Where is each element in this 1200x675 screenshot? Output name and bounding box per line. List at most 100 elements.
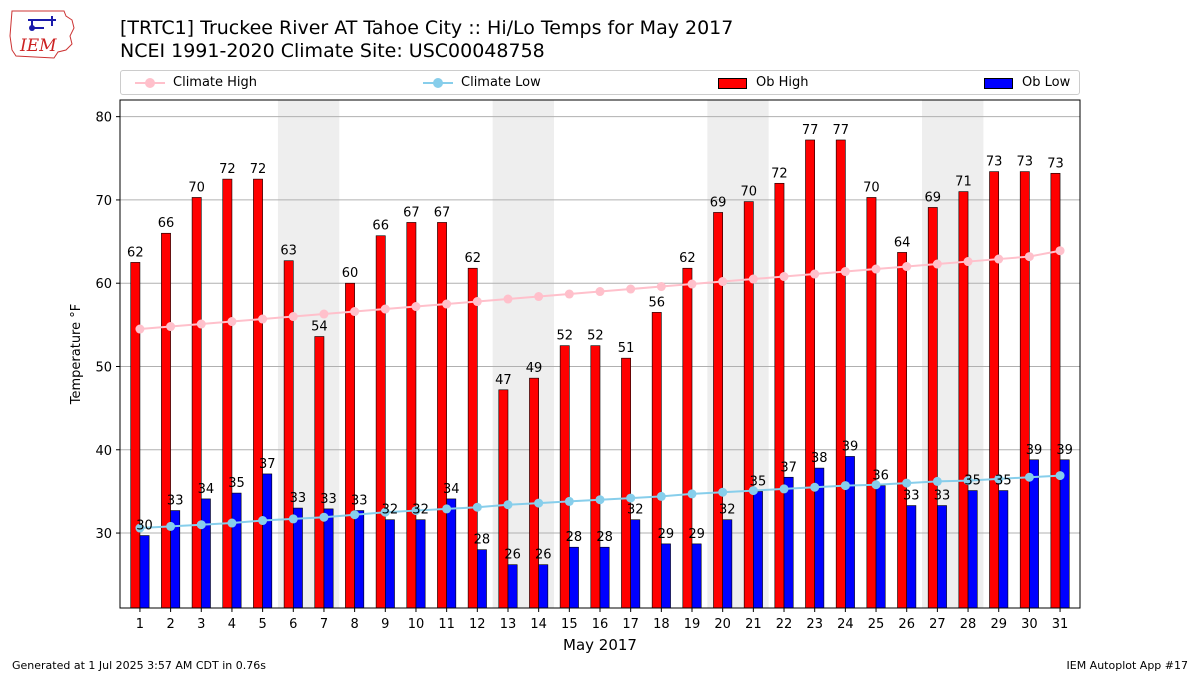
x-tick-label: 6 bbox=[289, 617, 297, 632]
climate-low-point bbox=[319, 512, 329, 522]
ob-low-bar bbox=[262, 473, 273, 609]
climate-high-point bbox=[748, 274, 758, 284]
x-axis-label: May 2017 bbox=[563, 636, 637, 654]
ob-low-bar bbox=[783, 476, 794, 609]
y-tick-label: 40 bbox=[95, 444, 112, 459]
ob-low-label: 37 bbox=[780, 460, 797, 475]
x-tick-label: 28 bbox=[960, 617, 977, 632]
climate-high-point bbox=[319, 309, 329, 319]
ob-low-bar bbox=[691, 543, 702, 609]
ob-high-bar bbox=[866, 197, 877, 609]
climate-low-point bbox=[534, 498, 544, 508]
climate-low-point bbox=[503, 500, 513, 510]
ob-high-bar bbox=[253, 178, 263, 609]
ob-low-bar bbox=[1029, 459, 1039, 609]
ob-low-bar bbox=[200, 498, 211, 609]
climate-high-point bbox=[350, 307, 360, 317]
ob-low-bar bbox=[722, 519, 733, 609]
ob-high-label: 67 bbox=[434, 205, 451, 220]
climate-low-point bbox=[840, 481, 850, 491]
ob-low-bar bbox=[630, 519, 641, 609]
ob-high-label: 69 bbox=[710, 195, 727, 210]
climate-high-point bbox=[442, 299, 452, 309]
climate-low-point bbox=[963, 476, 973, 486]
ob-low-bar bbox=[875, 485, 886, 609]
climate-high-point bbox=[288, 312, 298, 322]
x-tick-label: 25 bbox=[868, 617, 885, 632]
climate-low-point bbox=[380, 507, 390, 517]
x-tick-label: 1 bbox=[136, 617, 144, 632]
ob-high-bar bbox=[927, 207, 938, 609]
climate-low-point bbox=[626, 493, 636, 503]
ob-high-label: 72 bbox=[771, 166, 788, 181]
climate-low-point bbox=[472, 502, 482, 512]
climate-high-point bbox=[595, 287, 605, 297]
chart-title: [TRTC1] Truckee River AT Tahoe City :: H… bbox=[120, 17, 734, 39]
ob-low-bar bbox=[446, 498, 457, 609]
ob-high-bar bbox=[1019, 171, 1030, 609]
x-tick-label: 29 bbox=[990, 617, 1007, 632]
footer-app-text: IEM Autoplot App #17 bbox=[1066, 659, 1189, 672]
ob-high-label: 66 bbox=[158, 216, 175, 231]
iem-logo: IEM bbox=[9, 10, 75, 59]
plot-frame bbox=[119, 99, 1081, 609]
chart-subtitle: NCEI 1991-2020 Climate Site: USC00048758 bbox=[120, 40, 545, 62]
legend-label-ob-high: Ob High bbox=[756, 75, 809, 90]
climate-high-point bbox=[503, 294, 513, 304]
ob-high-bar bbox=[590, 345, 601, 609]
ob-low-label: 29 bbox=[658, 527, 675, 542]
climate-high-point bbox=[932, 259, 942, 269]
climate-high-point bbox=[687, 279, 697, 289]
ob-high-bar bbox=[467, 267, 478, 609]
ob-low-label: 32 bbox=[382, 503, 399, 518]
ob-high-bar bbox=[713, 212, 723, 609]
weekend-shade bbox=[922, 100, 984, 608]
ob-high-label: 73 bbox=[986, 155, 1003, 170]
y-tick-label: 50 bbox=[95, 360, 112, 375]
x-tick-label: 30 bbox=[1021, 617, 1038, 632]
climate-high-point bbox=[810, 269, 820, 279]
climate-low-point bbox=[227, 518, 237, 528]
climate-low-point bbox=[564, 496, 574, 506]
climate-low-point bbox=[258, 516, 268, 526]
climate-low-point bbox=[994, 474, 1004, 484]
ob-low-label: 32 bbox=[719, 503, 736, 518]
climate-high-point bbox=[656, 282, 666, 292]
ob-high-label: 70 bbox=[740, 185, 757, 200]
x-tick-label: 17 bbox=[622, 617, 639, 632]
climate-low-line-icon bbox=[423, 77, 453, 88]
ob-high-bar bbox=[651, 312, 662, 609]
ob-high-bar bbox=[283, 260, 294, 609]
ob-low-bar bbox=[599, 546, 610, 609]
climate-low-point bbox=[871, 480, 881, 490]
climate-high-point bbox=[1055, 246, 1065, 256]
ob-low-label: 38 bbox=[811, 451, 828, 466]
legend-label-ob-low: Ob Low bbox=[1022, 75, 1071, 90]
ob-low-label: 35 bbox=[995, 474, 1012, 489]
ob-low-label: 37 bbox=[259, 457, 276, 472]
ob-high-label: 62 bbox=[464, 251, 481, 266]
ob-low-label: 33 bbox=[290, 491, 307, 506]
ob-high-label: 47 bbox=[495, 373, 512, 388]
ob-low-label: 26 bbox=[535, 548, 552, 563]
footer-generated-text: Generated at 1 Jul 2025 3:57 AM CDT in 0… bbox=[12, 659, 266, 672]
ob-low-label: 32 bbox=[412, 503, 429, 518]
ob-high-swatch-icon bbox=[718, 77, 747, 89]
climate-low-point bbox=[595, 495, 605, 505]
climate-high-point bbox=[963, 257, 973, 267]
ob-low-bar bbox=[845, 456, 855, 609]
ob-low-label: 29 bbox=[688, 527, 705, 542]
ob-low-bar bbox=[507, 564, 518, 609]
x-tick-label: 20 bbox=[714, 617, 731, 632]
ob-high-bar bbox=[958, 191, 969, 609]
ob-high-bar bbox=[989, 171, 1000, 609]
ob-high-bar bbox=[774, 182, 785, 609]
climate-low-point bbox=[932, 476, 942, 486]
climate-low-line bbox=[139, 474, 1061, 530]
climate-low-point bbox=[135, 523, 145, 533]
ob-low-label: 36 bbox=[872, 469, 889, 484]
ob-low-bar bbox=[1059, 459, 1070, 609]
x-tick-label: 12 bbox=[469, 617, 486, 632]
weekend-shade bbox=[277, 100, 340, 608]
ob-high-label: 69 bbox=[925, 190, 942, 205]
